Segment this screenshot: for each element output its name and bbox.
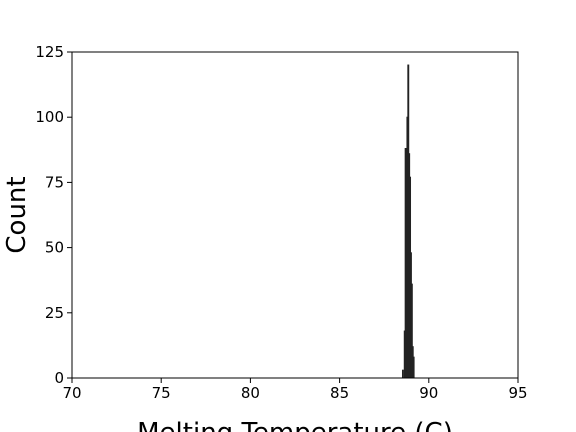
histogram-bars (401, 64, 415, 379)
y-tick-label: 100 (35, 108, 64, 126)
histogram-bar (412, 356, 415, 379)
y-tick-label: 25 (45, 304, 64, 322)
y-tick-label: 75 (45, 173, 64, 191)
x-tick-label: 90 (419, 384, 438, 402)
x-tick-label: 85 (330, 384, 349, 402)
x-tick-label: 75 (152, 384, 171, 402)
x-axis-ticks: 70 75 80 85 90 95 (62, 378, 528, 402)
histogram-bar (401, 369, 404, 379)
x-tick-label: 80 (241, 384, 260, 402)
x-axis-title: Melting Temperature (C) (137, 418, 453, 432)
x-tick-label: 70 (62, 384, 81, 402)
plot-frame (71, 51, 519, 379)
y-axis-title: Count (2, 176, 32, 253)
y-tick-label: 0 (54, 369, 64, 387)
x-tick-label: 95 (508, 384, 527, 402)
y-axis-ticks: 0 25 50 75 100 125 (35, 43, 72, 387)
y-tick-label: 125 (35, 43, 64, 61)
y-tick-label: 50 (45, 239, 64, 257)
